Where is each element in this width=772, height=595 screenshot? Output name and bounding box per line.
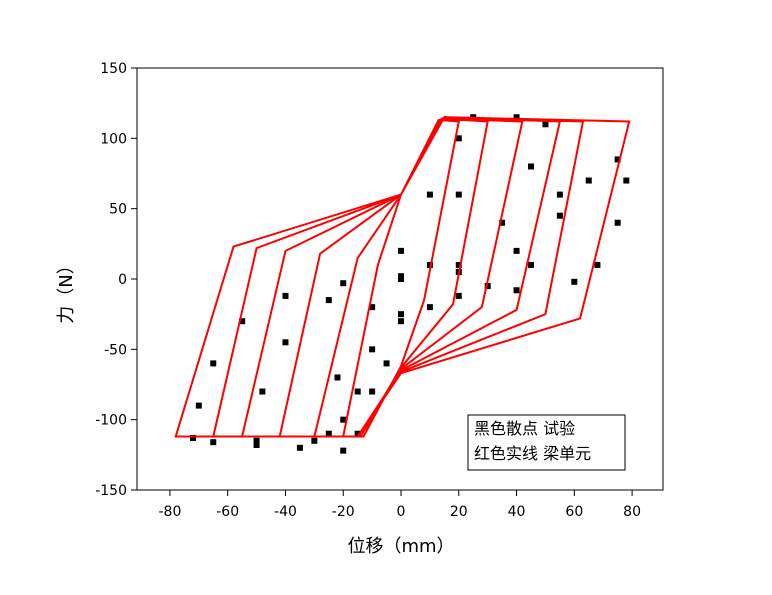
point (311, 437, 318, 444)
point (369, 346, 376, 353)
point (426, 191, 433, 198)
point (513, 114, 520, 121)
point (210, 439, 217, 446)
y-tick-label: -150 (95, 483, 127, 499)
point (210, 360, 217, 367)
point (239, 318, 246, 325)
x-tick-label: -80 (158, 504, 181, 520)
point (455, 135, 462, 142)
y-axis-label: 力（N） (56, 256, 77, 323)
point (623, 177, 630, 184)
x-tick-label: 40 (508, 504, 526, 520)
point (340, 280, 347, 287)
point (455, 292, 462, 299)
point (253, 441, 260, 448)
x-tick-label: 80 (623, 504, 641, 520)
point (527, 163, 534, 170)
point (499, 219, 506, 226)
point (282, 339, 289, 346)
x-tick-label: 0 (397, 504, 406, 520)
x-tick-label: -60 (216, 504, 239, 520)
point (354, 430, 361, 437)
point (398, 276, 405, 282)
point (354, 388, 361, 395)
point (513, 287, 520, 294)
line (174, 116, 631, 438)
point (340, 416, 347, 423)
point (398, 247, 405, 254)
point (527, 261, 534, 268)
point (484, 283, 491, 290)
y-tick-label: 0 (118, 272, 127, 288)
point (253, 437, 260, 444)
annotation: 红色实线 梁单元 (474, 444, 591, 463)
point (296, 444, 303, 451)
point (195, 402, 202, 409)
point (556, 212, 563, 219)
point (325, 430, 332, 437)
point (340, 447, 347, 454)
point (398, 318, 405, 325)
point (585, 177, 592, 184)
point (190, 434, 197, 441)
point (556, 191, 563, 198)
point (369, 388, 376, 395)
point (426, 261, 433, 268)
point (542, 121, 549, 128)
y-tick-label: -100 (95, 413, 127, 429)
y-tick-label: -50 (104, 342, 127, 358)
point (398, 311, 405, 318)
point (455, 261, 462, 268)
point (513, 247, 520, 254)
point (571, 278, 578, 285)
annotation: 黑色散点 试验 (474, 419, 575, 438)
x-tick-label: 20 (450, 504, 468, 520)
x-tick-label: -20 (332, 504, 355, 520)
legend-box (467, 414, 626, 471)
x-axis-label: 位移（mm） (347, 536, 454, 557)
y-tick-label: 100 (100, 131, 127, 147)
x-tick-label: -40 (274, 504, 297, 520)
x-tick-label: 60 (565, 504, 583, 520)
point (282, 292, 289, 299)
point (334, 374, 341, 381)
point (426, 304, 433, 311)
point (614, 156, 621, 163)
point (369, 304, 376, 311)
point (455, 191, 462, 198)
point (259, 388, 266, 395)
point (325, 297, 332, 304)
point (383, 360, 390, 367)
y-tick-label: 150 (100, 61, 127, 77)
y-tick-label: 50 (109, 202, 127, 218)
point (614, 219, 621, 226)
point (594, 261, 601, 268)
